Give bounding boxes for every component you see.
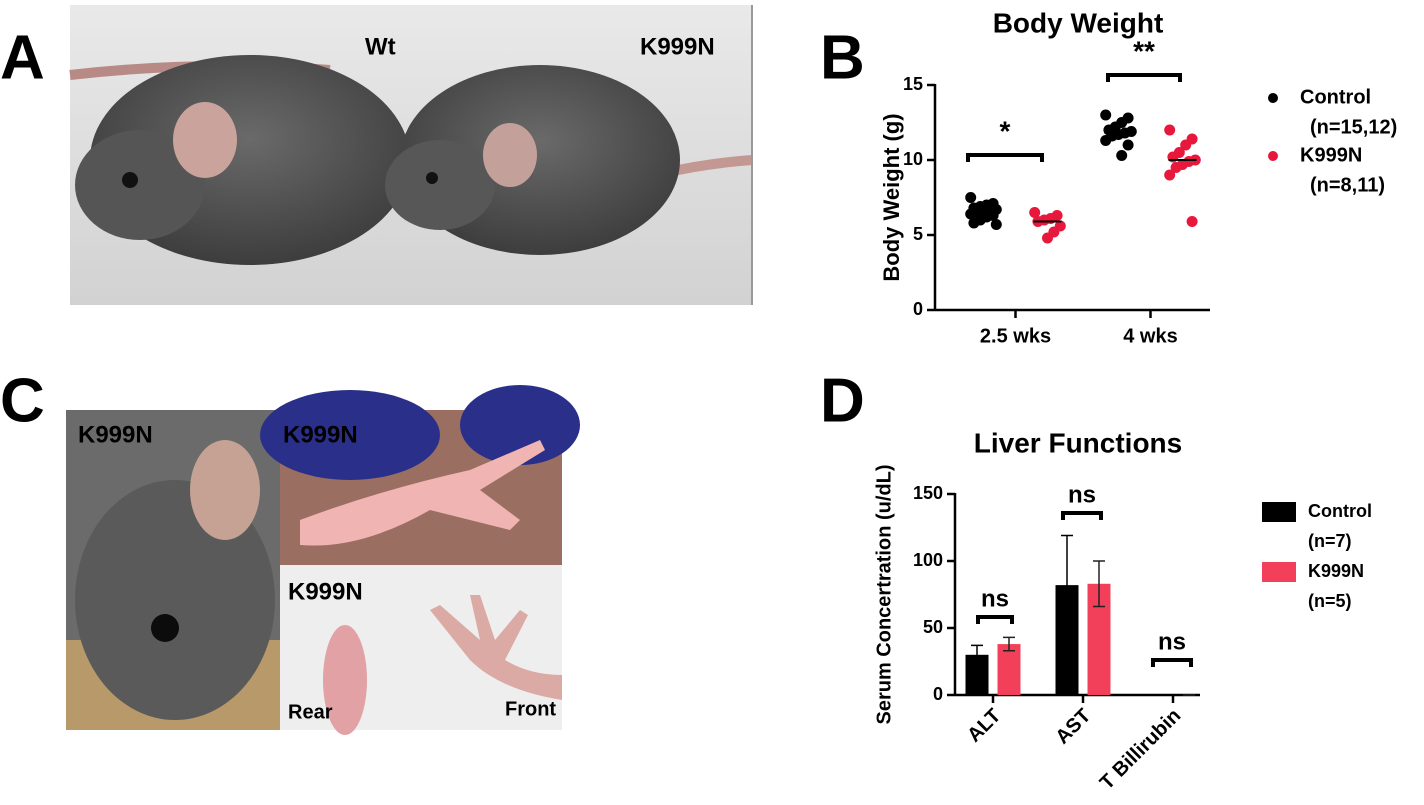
x-tick-label: AST — [1051, 705, 1095, 749]
x-tick-label: ALT — [963, 705, 1005, 747]
legend-label: Control — [1308, 501, 1372, 521]
legend-swatch — [1268, 93, 1278, 103]
panel-label: D — [820, 366, 865, 435]
significance-label: ns — [1068, 481, 1096, 508]
photo-label: Rear — [288, 701, 333, 723]
data-point — [1042, 232, 1053, 244]
significance-label: ** — [1133, 35, 1155, 66]
y-tick-label: 150 — [913, 483, 943, 503]
data-point — [1180, 139, 1192, 151]
legend-swatch — [1268, 151, 1278, 161]
y-axis-label: Serum Concertration (u/dL) — [873, 464, 895, 724]
photo-label: K999N — [640, 33, 715, 60]
legend-label: (n=5) — [1308, 591, 1352, 611]
y-tick-label: 5 — [913, 224, 923, 244]
chart-title: Body Weight — [993, 7, 1164, 38]
legend-label: (n=15,12) — [1310, 116, 1397, 138]
data-point — [1116, 150, 1128, 161]
photo-label: K999N — [283, 421, 358, 448]
photo-label: K999N — [78, 421, 153, 448]
legend-label: (n=7) — [1308, 531, 1352, 551]
panel-label: B — [820, 23, 865, 92]
data-point — [965, 192, 977, 203]
legend-swatch — [1262, 562, 1296, 582]
panel-label: C — [0, 366, 45, 435]
data-point — [1029, 207, 1041, 218]
x-tick-label: 4 wks — [1123, 325, 1177, 347]
bar — [1055, 585, 1079, 695]
legend-label: K999N — [1300, 144, 1362, 166]
significance-bracket — [1151, 658, 1193, 667]
photo-c — [66, 385, 580, 735]
significance-label: ns — [981, 585, 1009, 612]
bar — [1087, 583, 1111, 695]
error-bar — [971, 644, 983, 665]
data-point — [1170, 162, 1182, 173]
y-tick-label: 10 — [903, 149, 923, 169]
legend-swatch — [1262, 502, 1296, 522]
y-tick-label: 50 — [923, 617, 943, 637]
significance-bracket — [1106, 73, 1182, 82]
photo-label: K999N — [288, 578, 363, 605]
bar — [997, 644, 1021, 695]
error-bar — [1061, 534, 1073, 636]
y-tick-label: 0 — [913, 299, 923, 319]
y-tick-label: 100 — [913, 550, 943, 570]
error-bar — [1003, 636, 1015, 652]
legend-label: (n=8,11) — [1310, 174, 1385, 196]
y-tick-label: 0 — [933, 684, 943, 704]
data-point — [1164, 124, 1176, 136]
y-tick-label: 15 — [903, 74, 923, 94]
x-tick-label: 2.5 wks — [980, 325, 1051, 347]
data-point — [1164, 169, 1176, 181]
significance-bracket — [966, 153, 1044, 162]
photo-label: Front — [505, 698, 556, 720]
significance-bracket — [976, 615, 1014, 624]
data-point — [1100, 109, 1112, 121]
significance-bracket — [1061, 511, 1103, 520]
y-axis-label: Body Weight (g) — [879, 113, 904, 281]
data-point — [1100, 135, 1112, 146]
chart-title: Liver Functions — [974, 427, 1182, 458]
significance-label: ns — [1158, 628, 1186, 655]
data-point — [990, 219, 1002, 230]
data-point — [1186, 216, 1198, 227]
photo-label: Wt — [365, 33, 396, 60]
significance-label: * — [1000, 115, 1011, 146]
photo-a — [69, 5, 753, 305]
data-point — [968, 217, 980, 229]
data-point — [1122, 139, 1134, 151]
x-tick-label: T Billirubin — [1096, 705, 1185, 794]
legend-label: Control — [1300, 86, 1371, 108]
panel-label: A — [0, 23, 45, 92]
error-bar — [1093, 560, 1105, 608]
legend-label: K999N — [1308, 561, 1364, 581]
